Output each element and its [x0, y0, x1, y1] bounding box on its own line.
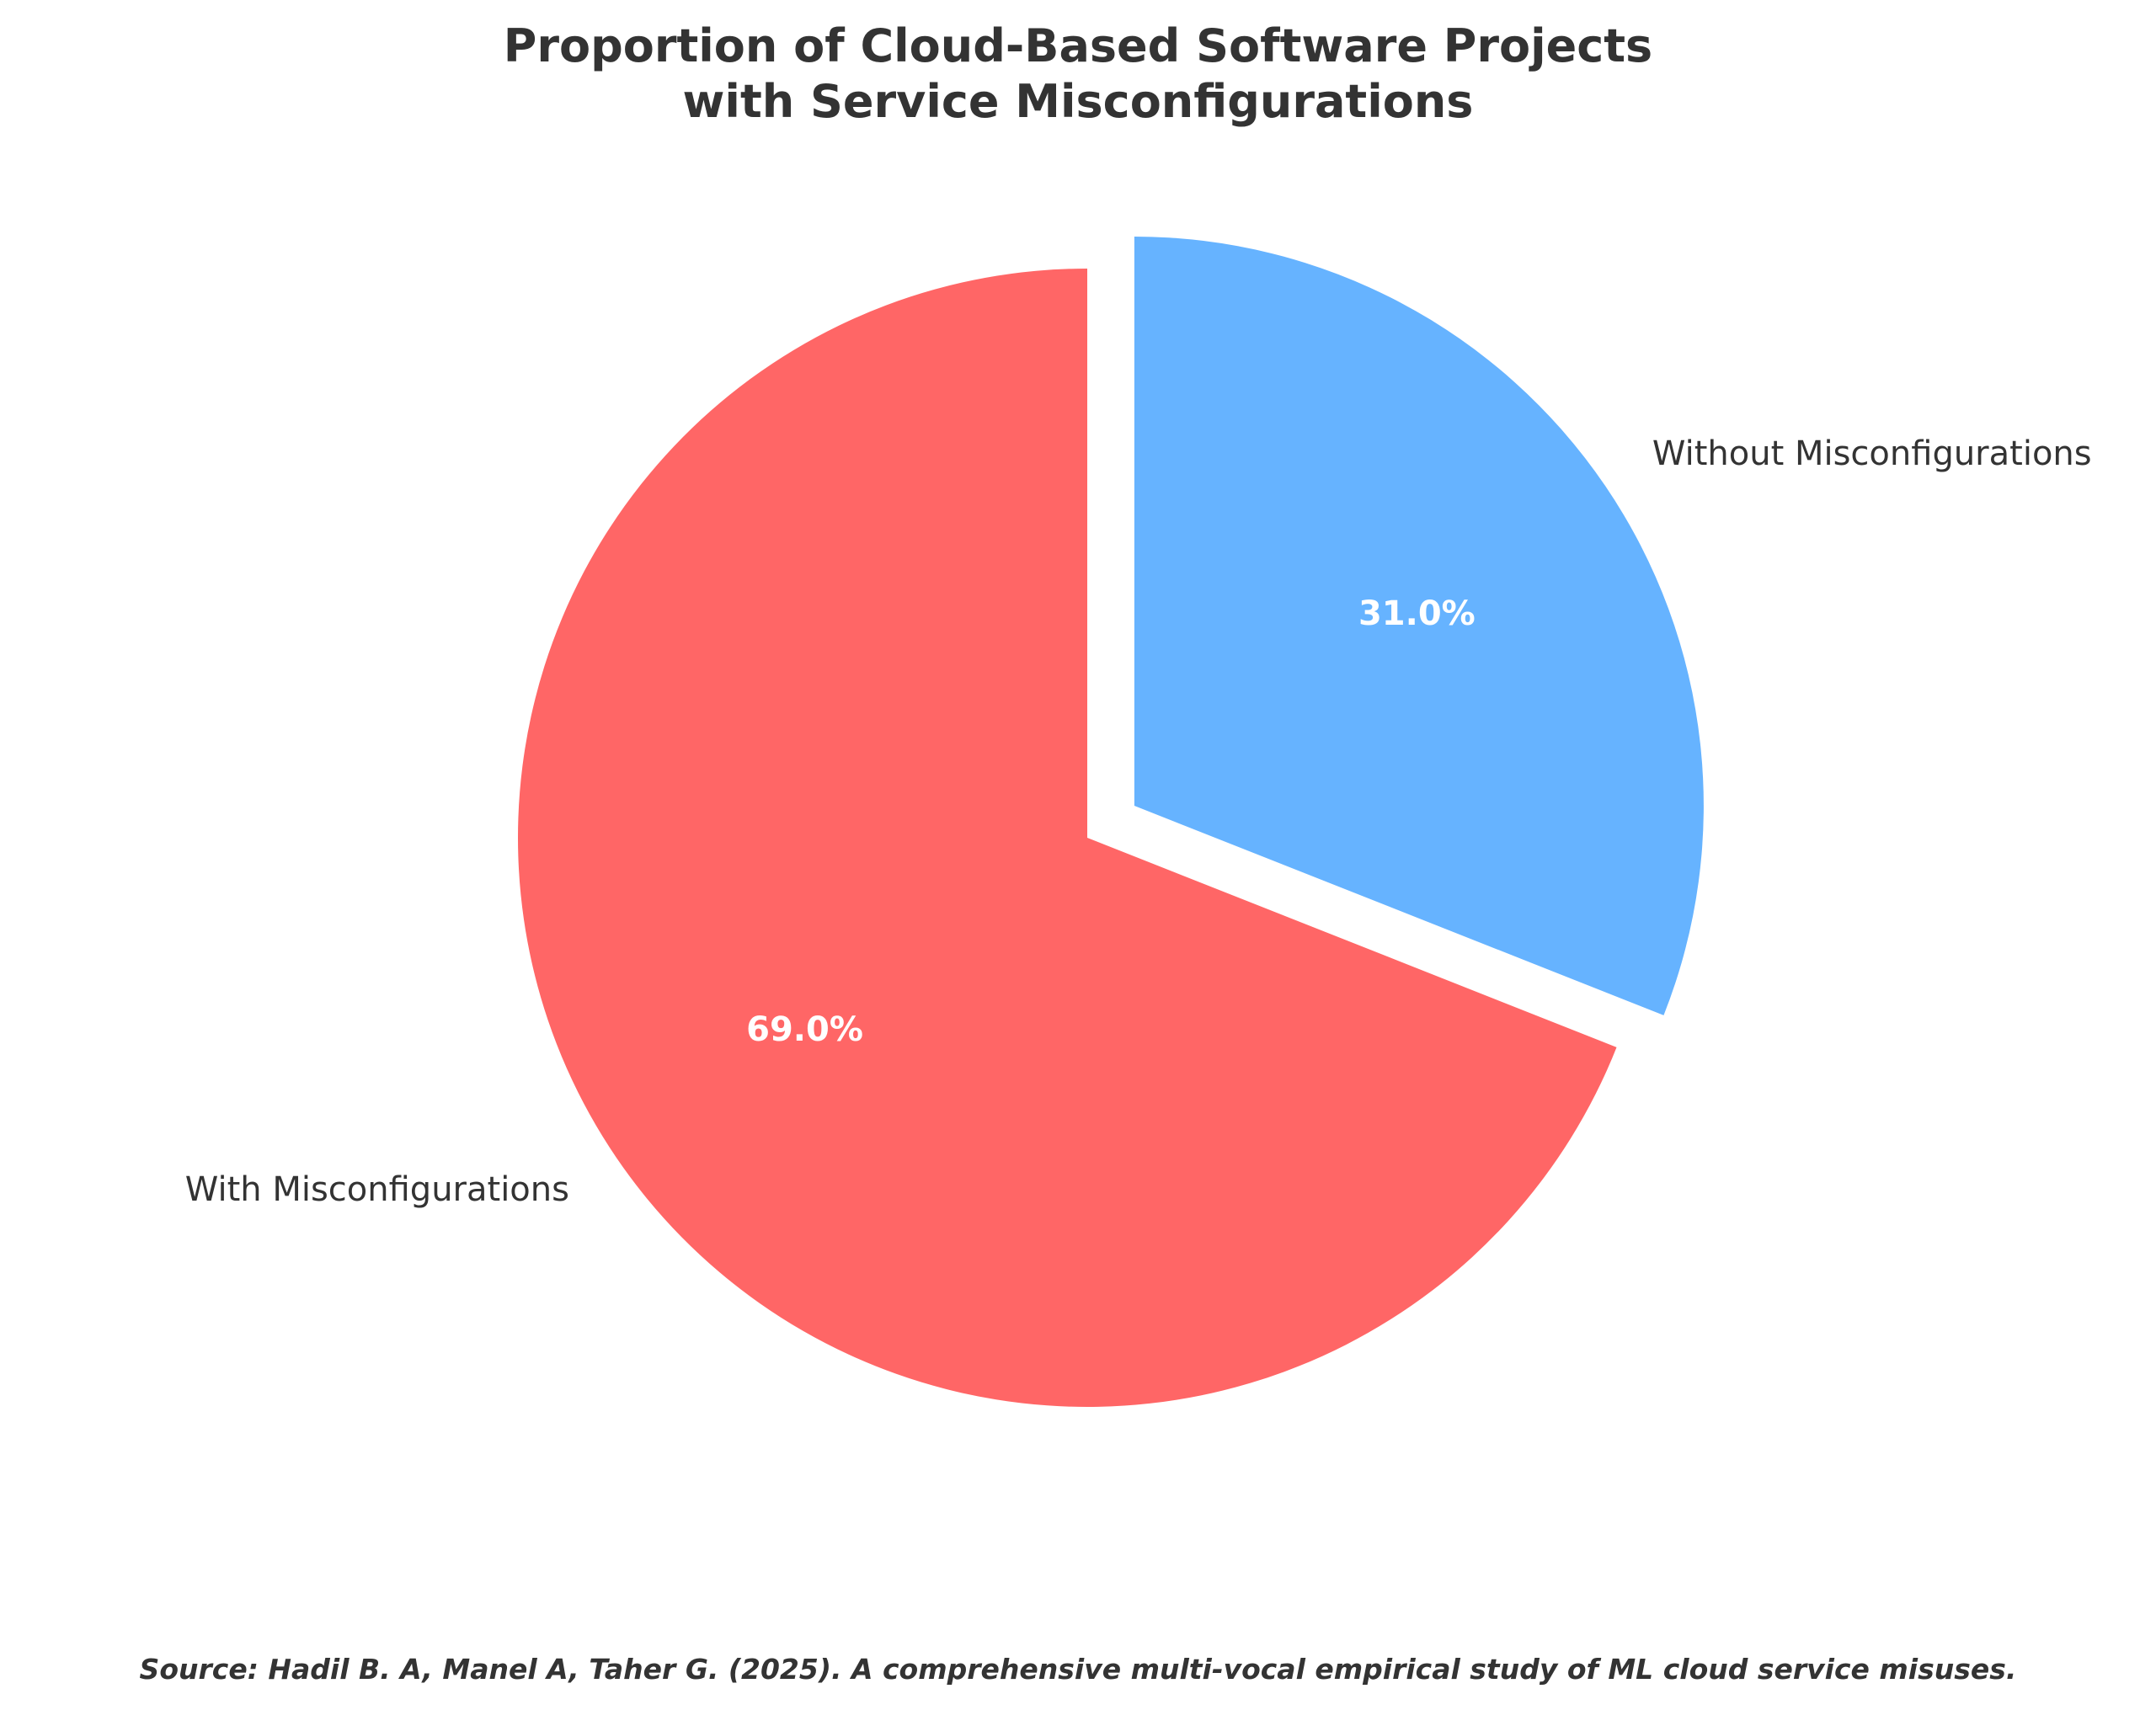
pie-slice-with-misconfigurations — [518, 269, 1617, 1407]
source-note: Source: Hadil B. A, Manel A, Taher G. (2… — [139, 1653, 2017, 1686]
pie-slice-without-misconfigurations — [1134, 237, 1704, 1015]
chart-title-line-2: with Service Misconfigurations — [682, 75, 1474, 128]
pie-category-label: With Misconfigurations — [185, 1170, 569, 1209]
chart-title-line-1: Proportion of Cloud-Based Software Proje… — [503, 19, 1653, 72]
pie-pct-label: 69.0% — [746, 1010, 863, 1049]
pie-pct-label: 31.0% — [1358, 594, 1476, 633]
pie-category-label: Without Misconfigurations — [1652, 434, 2092, 473]
